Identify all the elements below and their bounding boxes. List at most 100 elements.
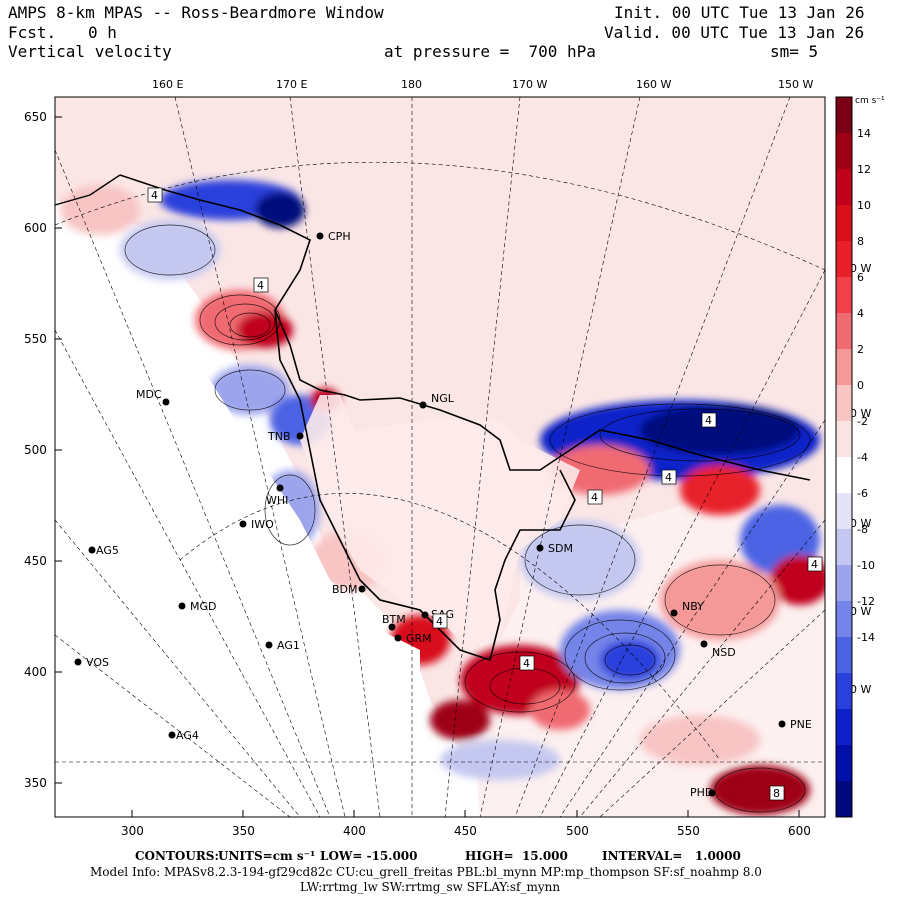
- y-tick-550: 550: [24, 332, 47, 346]
- colorbar-swatch: [836, 709, 852, 746]
- fcst-label: Fcst.: [8, 23, 57, 42]
- colorbar-label: -8: [857, 523, 868, 536]
- contours-label: CONTOURS:: [135, 849, 219, 863]
- station-ag1: AG1: [277, 639, 300, 652]
- colorbar-swatch: [836, 277, 852, 314]
- contour-label: 4: [811, 558, 818, 571]
- colorbar-label: 4: [857, 307, 864, 320]
- contour-label: 8: [773, 787, 780, 800]
- station-grm: GRM: [406, 632, 432, 645]
- contour-high: HIGH= 15.000: [465, 849, 568, 863]
- x-tick-450: 450: [454, 824, 477, 838]
- y-tick-350: 350: [24, 776, 47, 790]
- field-name: Vertical velocity: [8, 42, 172, 61]
- colorbar-swatch: [836, 313, 852, 350]
- lon-label-160w: 160 W: [636, 78, 672, 91]
- colorbar-swatch: [836, 205, 852, 242]
- x-tick-300: 300: [121, 824, 144, 838]
- init-time: Init. 00 UTC Tue 13 Jan 26: [614, 3, 865, 22]
- colorbar-label: 12: [857, 163, 871, 176]
- station-ag5: AG5: [96, 544, 119, 557]
- station-vos: VOS: [86, 656, 109, 669]
- station-pne: PNE: [790, 718, 812, 731]
- station-ngl: NGL: [431, 392, 455, 405]
- contour-low: LOW= -15.000: [320, 849, 418, 863]
- colorbar-swatch: [836, 565, 852, 602]
- colorbar: 14 12 10 8 6 4 2 0 -2 -4 -6 -8 -10 -12 -14: [835, 96, 875, 818]
- lon-label-180: 180: [401, 78, 422, 91]
- colorbar-swatch: [836, 601, 852, 638]
- colorbar-swatch: [836, 493, 852, 530]
- colorbar-swatch: [836, 529, 852, 566]
- lon-label-160e: 160 E: [152, 78, 184, 91]
- colorbar-swatch: [836, 781, 852, 818]
- colorbar-swatch: [836, 133, 852, 170]
- colorbar-label: -14: [857, 631, 875, 644]
- y-tick-500: 500: [24, 443, 47, 457]
- model-info: Model Info: MPASv8.2.3-194-gf29cd82c CU:…: [90, 865, 762, 879]
- colorbar-label: -4: [857, 451, 868, 464]
- station-nby: NBY: [682, 600, 704, 613]
- contour-label: 4: [665, 471, 672, 484]
- x-tick-550: 550: [677, 824, 700, 838]
- contour-interval: INTERVAL= 1.0000: [602, 849, 741, 863]
- colorbar-label: -12: [857, 595, 875, 608]
- lon-label-150w: 150 W: [778, 78, 814, 91]
- colorbar-swatch: [836, 745, 852, 782]
- station-btm: BTM: [382, 613, 406, 626]
- station-sdm: SDM: [548, 542, 573, 555]
- colorbar-swatch: [836, 97, 852, 134]
- model-info-line2: LW:rrtmg_lw SW:rrtmg_sw SFLAY:sf_mynn: [300, 880, 561, 894]
- colorbar-swatch: [836, 385, 852, 422]
- colorbar-label: 2: [857, 343, 864, 356]
- lon-label-170e: 170 E: [276, 78, 308, 91]
- station-ag4: AG4: [176, 729, 199, 742]
- smoothing: sm= 5: [770, 42, 819, 61]
- colorbar-swatch: [836, 169, 852, 206]
- contour-label: 4: [523, 657, 530, 670]
- colorbar-label: 14: [857, 127, 871, 140]
- colorbar-swatch: [836, 457, 852, 494]
- colorbar-label: -10: [857, 559, 875, 572]
- colorbar-label: -6: [857, 487, 868, 500]
- colorbar-units: cm s⁻¹: [855, 96, 885, 106]
- contour-label: 4: [151, 189, 158, 202]
- colorbar-swatch: [836, 241, 852, 278]
- colorbar-swatch: [836, 637, 852, 674]
- station-tnb: TNB: [267, 430, 291, 443]
- colorbar-label: 6: [857, 271, 864, 284]
- x-tick-400: 400: [343, 824, 366, 838]
- contour-label: 4: [591, 491, 598, 504]
- station-mgd: MGD: [190, 600, 217, 613]
- station-whi: WHI: [266, 494, 288, 507]
- station-mdc: MDC: [136, 388, 162, 401]
- x-tick-350: 350: [232, 824, 255, 838]
- pressure-level: at pressure = 700 hPa: [384, 42, 596, 61]
- colorbar-label: 8: [857, 235, 864, 248]
- station-iwo: IWO: [251, 518, 274, 531]
- colorbar-label: 0: [857, 379, 864, 392]
- x-tick-500: 500: [566, 824, 589, 838]
- y-tick-400: 400: [24, 665, 47, 679]
- colorbar-swatch: [836, 349, 852, 386]
- lon-label-170w: 170 W: [512, 78, 548, 91]
- station-cph: CPH: [328, 230, 351, 243]
- map-title: AMPS 8-km MPAS -- Ross-Beardmore Window: [8, 3, 384, 22]
- contour-label: 4: [705, 414, 712, 427]
- colorbar-swatch: [836, 673, 852, 710]
- valid-time: Valid. 00 UTC Tue 13 Jan 26: [604, 23, 865, 42]
- contour-label: 4: [436, 615, 443, 628]
- y-tick-650: 650: [24, 110, 47, 124]
- station-bdm: BDM: [332, 583, 358, 596]
- contour-label: 4: [257, 279, 264, 292]
- fcst-value: 0 h: [88, 23, 117, 42]
- colorbar-label: 10: [857, 199, 871, 212]
- y-tick-450: 450: [24, 554, 47, 568]
- colorbar-border: [835, 96, 853, 818]
- y-tick-600: 600: [24, 221, 47, 235]
- station-nsd: NSD: [712, 646, 736, 659]
- colorbar-label: -2: [857, 415, 868, 428]
- x-tick-600: 600: [788, 824, 811, 838]
- colorbar-swatch: [836, 421, 852, 458]
